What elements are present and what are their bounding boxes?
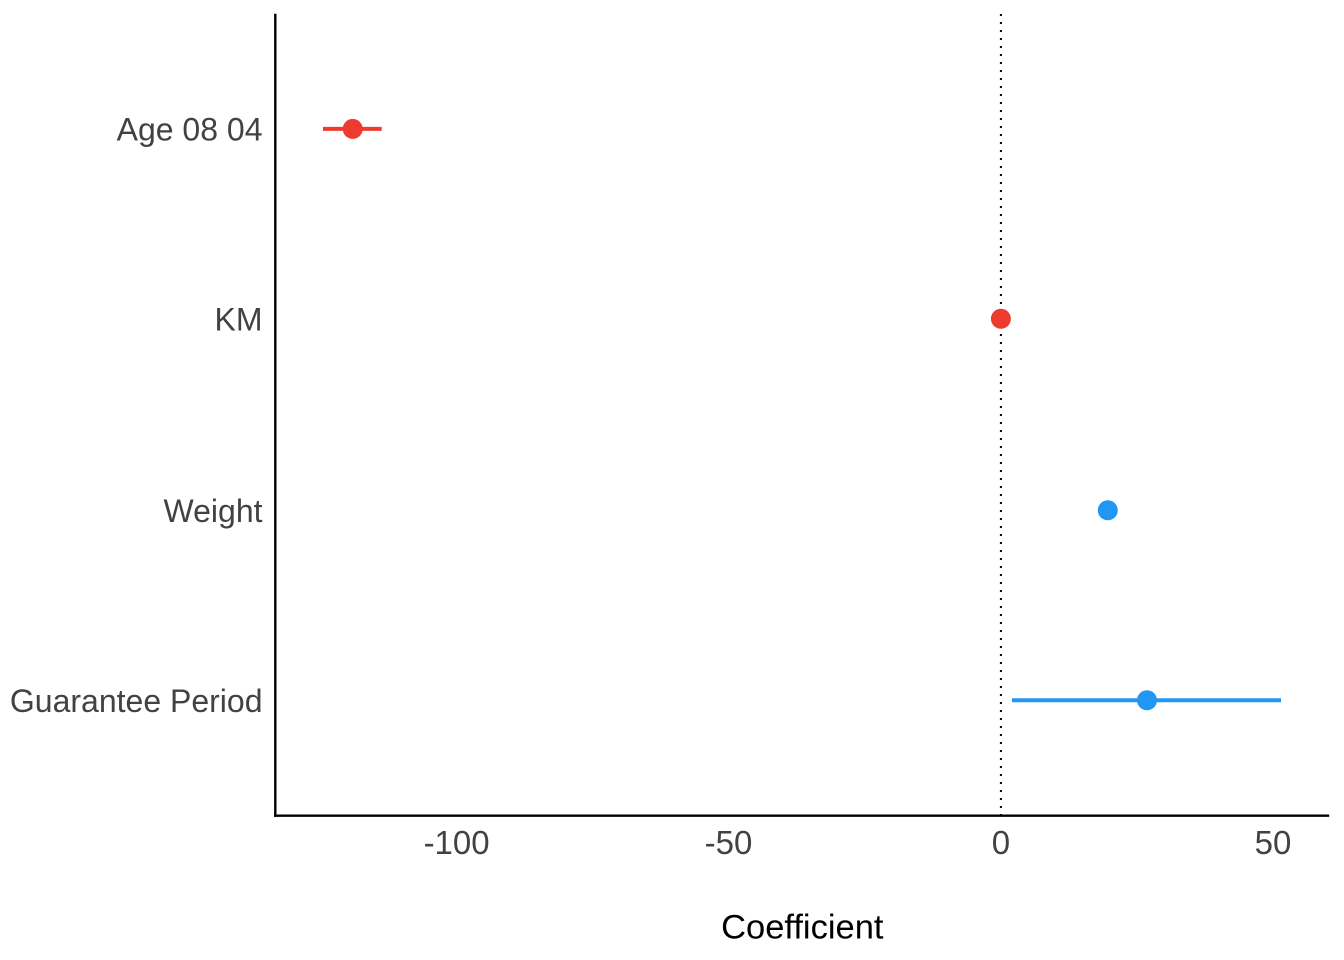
svg-text:50: 50 (1255, 824, 1292, 861)
svg-text:-100: -100 (424, 824, 490, 861)
svg-text:-50: -50 (705, 824, 753, 861)
svg-text:KM: KM (215, 302, 263, 338)
svg-text:0: 0 (992, 824, 1010, 861)
svg-text:Coefficient: Coefficient (721, 909, 884, 947)
svg-text:Weight: Weight (163, 493, 262, 529)
svg-text:Guarantee Period: Guarantee Period (10, 683, 263, 719)
svg-text:Age 08 04: Age 08 04 (117, 112, 263, 148)
